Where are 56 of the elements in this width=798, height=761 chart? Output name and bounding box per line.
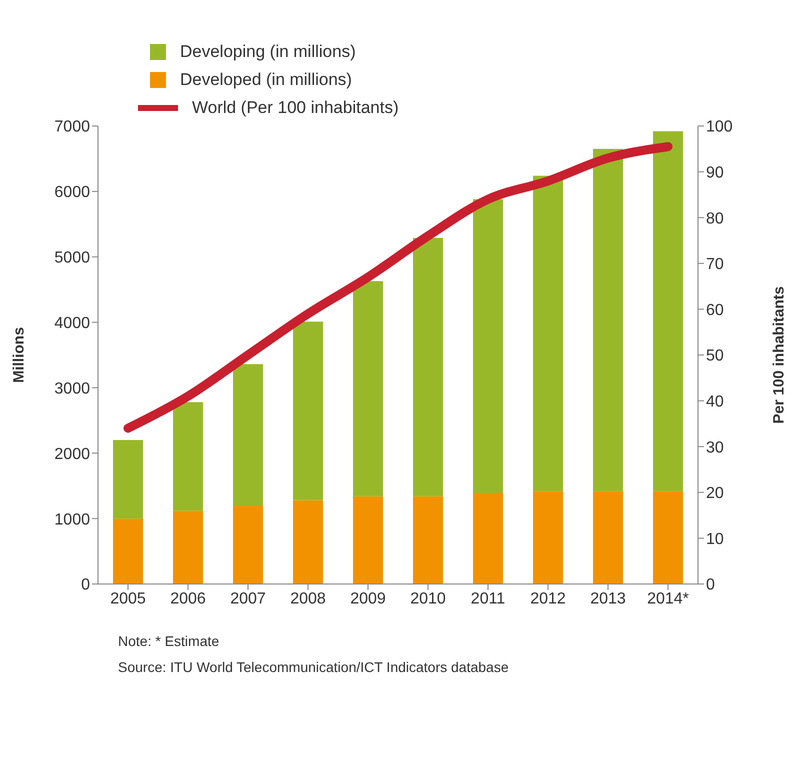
y2-tick-label: 30 xyxy=(706,439,724,456)
source-note: Source: ITU World Telecommunication/ICT Indicators database xyxy=(118,658,510,677)
bar xyxy=(653,491,683,584)
y2-tick-label: 70 xyxy=(706,256,724,274)
bar xyxy=(173,510,203,584)
bar xyxy=(233,364,263,506)
y2-tick-label: 20 xyxy=(706,485,724,502)
x-tick-label: 2011 xyxy=(470,590,506,608)
bar xyxy=(173,402,203,511)
bar xyxy=(413,496,443,584)
y2-tick-label: 10 xyxy=(706,530,724,548)
bar xyxy=(473,199,503,494)
y2-tick-label: 40 xyxy=(706,393,724,410)
text: Note: * Estimate xyxy=(118,632,220,651)
bar xyxy=(233,505,263,584)
y-tick-label: 0 xyxy=(81,576,90,594)
bar xyxy=(533,176,563,492)
y-tick-label: 3000 xyxy=(54,380,90,398)
x-tick-label: 2008 xyxy=(290,590,326,608)
legend-label: Developing (in millions) xyxy=(180,42,356,62)
x-tick-label: 2010 xyxy=(410,590,446,608)
x-tick-label: 2006 xyxy=(170,590,206,608)
bar xyxy=(113,518,143,584)
y2-tick-label: 100 xyxy=(706,118,733,136)
y2-tick-label: 0 xyxy=(706,576,715,594)
bar xyxy=(293,322,323,500)
y-tick-label: 5000 xyxy=(54,250,90,267)
bar xyxy=(473,493,503,584)
x-tick-label: 2012 xyxy=(530,590,566,608)
x-tick-label: 2014* xyxy=(647,590,689,608)
y2-tick-label: 50 xyxy=(706,348,724,365)
x-tick-label: 2007 xyxy=(230,590,266,608)
y-tick-label: 6000 xyxy=(54,184,90,202)
y-tick-label: 7000 xyxy=(54,118,90,136)
bar xyxy=(593,148,623,492)
legend-label: Developed (in millions) xyxy=(180,70,352,90)
y2-tick-label: 60 xyxy=(706,302,724,319)
bar xyxy=(353,281,383,496)
y2-tick-label: 80 xyxy=(706,210,724,228)
legend-label: World (Per 100 inhabitants) xyxy=(192,98,399,118)
y-tick-label: 4000 xyxy=(54,314,90,332)
bar xyxy=(113,440,143,519)
y2-tick-label: 90 xyxy=(706,164,724,182)
bar xyxy=(353,496,383,584)
bar xyxy=(653,131,683,492)
y-tick-label: 1000 xyxy=(54,511,90,528)
y2-axis-title: Per 100 inhabitants xyxy=(770,286,788,424)
bar xyxy=(593,491,623,584)
x-tick-label: 2009 xyxy=(350,590,386,608)
bar xyxy=(533,491,563,584)
x-tick-label: 2013 xyxy=(590,590,626,608)
bar xyxy=(413,238,443,496)
bar xyxy=(293,500,323,584)
y-tick-label: 2000 xyxy=(54,446,90,463)
x-tick-label: 2005 xyxy=(110,590,146,608)
y-axis-title: Millions xyxy=(10,327,28,383)
